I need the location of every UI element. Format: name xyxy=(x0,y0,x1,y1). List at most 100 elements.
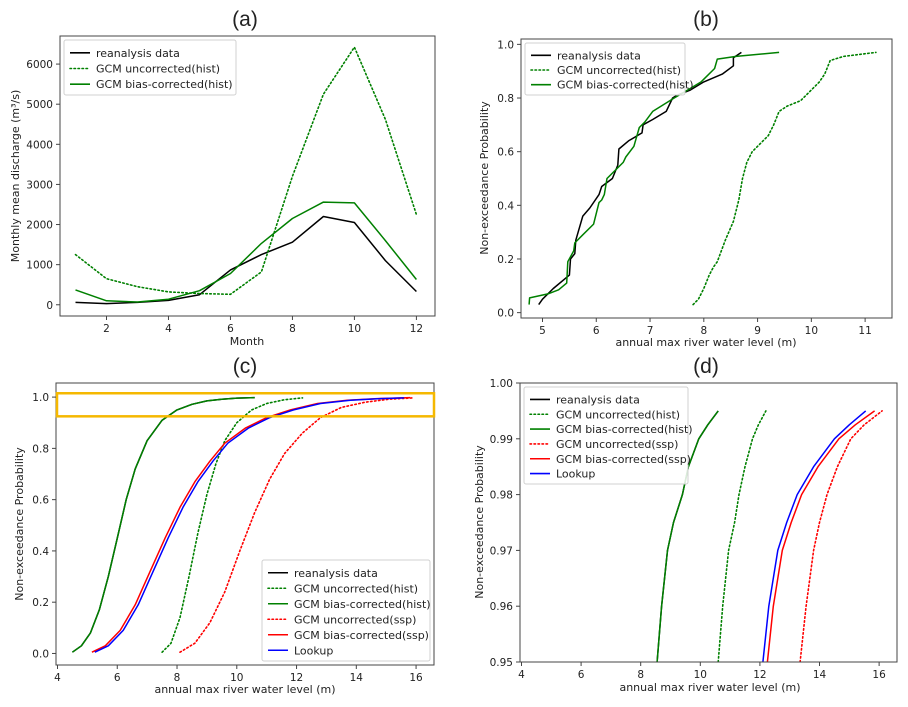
panel-a-axes-frame xyxy=(59,35,436,317)
panel-d-series-lookup xyxy=(762,410,867,662)
panel-a-legend-label: reanalysis data xyxy=(96,47,180,60)
panel-d-title: (d) xyxy=(693,355,719,378)
panel-d-xtick-label: 4 xyxy=(518,669,525,681)
panel-b-ytick-label: 0.6 xyxy=(497,147,514,159)
panel-d-ytick-label: 0.99 xyxy=(490,434,513,446)
panel-a-series-gcm-bias-corrected-hist xyxy=(75,201,417,303)
panel-d: (d) 4 6 8 10 12 14 160.950.960.970.980.991.00 … xyxy=(473,355,898,694)
panel-c-xtick-label: 6 xyxy=(114,672,121,684)
panel-d-xtick-label: 6 xyxy=(578,669,585,681)
panel-d-ytick-label: 1.00 xyxy=(490,378,513,390)
panel-c-legend-box xyxy=(261,559,431,662)
panel-d-legend-label: GCM uncorrected(ssp) xyxy=(556,438,678,451)
panel-b-ytick-label: 0.0 xyxy=(497,308,514,320)
panel-b-axes-frame xyxy=(520,38,893,319)
panel-c-ytick-label: 0.0 xyxy=(32,648,49,660)
panel-b-ytick-label: 1.0 xyxy=(497,39,514,51)
panel-c-ytick-label: 0.8 xyxy=(32,443,49,455)
panel-a-xlabel: Month xyxy=(230,335,265,348)
panel-d-series-gcm-bias-corrected-hist xyxy=(656,410,719,662)
panel-b-xtick-label: 7 xyxy=(647,325,654,337)
panel-a-xtick-label: 8 xyxy=(289,323,296,335)
panel-a-series-gcm-uncorrected-hist xyxy=(74,46,418,296)
panel-b-ytick-label: 0.4 xyxy=(497,200,514,212)
panel-d-ytick-label: 0.97 xyxy=(490,545,513,557)
panel-c-xtick-label: 8 xyxy=(174,672,181,684)
panel-b-series-gcm-uncorrected-hist xyxy=(692,51,877,306)
panel-a-ytick-label: 1000 xyxy=(26,260,53,272)
panel-c-xtick-label: 10 xyxy=(230,672,243,684)
panel-a-title: (a) xyxy=(232,8,258,31)
panel-c-ytick-label: 0.6 xyxy=(32,495,49,507)
panel-c-xtick-label: 12 xyxy=(290,672,303,684)
panel-d-series-gcm-uncorrected-ssp xyxy=(799,410,883,662)
panel-d-axes-frame xyxy=(519,382,898,663)
panel-a-ytick-label: 3000 xyxy=(26,179,53,191)
panel-a-xtick-label: 4 xyxy=(165,323,172,335)
panel-c-series-gcm-uncorrected-hist xyxy=(161,397,304,653)
panel-c-legend-label: Lookup xyxy=(294,644,333,657)
panel-c-legend-label: GCM bias-corrected(hist) xyxy=(294,598,431,611)
panel-b-ylabel: Non-exceedance Probability xyxy=(478,101,491,255)
panel-d-xtick-label: 12 xyxy=(753,669,766,681)
panel-d-legend-box xyxy=(523,386,689,485)
panel-c-xtick-label: 4 xyxy=(54,672,61,684)
panel-b-series-reanalysis-data xyxy=(538,51,742,306)
panel-d-legend-label: reanalysis data xyxy=(556,393,640,406)
panel-d-xtick-label: 10 xyxy=(694,669,707,681)
panel-c-legend-label: GCM uncorrected(hist) xyxy=(294,582,418,595)
panel-b-ytick-label: 0.8 xyxy=(497,93,514,105)
panel-c-xlabel: annual max river water level (m) xyxy=(154,683,335,696)
panel-a-ytick-label: 5000 xyxy=(26,99,53,111)
panel-c-ylabel: Non-exceedance Probability xyxy=(13,447,26,601)
panel-b-xlabel: annual max river water level (m) xyxy=(615,336,796,349)
panel-d-ytick-label: 0.95 xyxy=(490,657,513,669)
panel-c-legend: reanalysis data GCM uncorrected(hist) GCM … xyxy=(261,559,431,662)
panel-a-xtick-label: 6 xyxy=(227,323,234,335)
panel-b-legend-box xyxy=(524,42,686,96)
panel-d-xtick-label: 8 xyxy=(637,669,644,681)
panel-b-xtick-label: 11 xyxy=(858,325,871,337)
panel-c-series-gcm-bias-corrected-hist xyxy=(71,396,255,653)
panel-a-ytick-label: 2000 xyxy=(26,220,53,232)
panel-a-ytick-label: 4000 xyxy=(26,139,53,151)
panel-d-legend-label: Lookup xyxy=(556,468,595,481)
panel-c-series-lookup xyxy=(94,397,405,653)
panel-a-xtick-label: 10 xyxy=(348,323,361,335)
panel-b-xtick-label: 9 xyxy=(754,325,761,337)
panel-d-ytick-label: 0.96 xyxy=(490,601,514,613)
panel-d-legend-label: GCM uncorrected(hist) xyxy=(556,408,680,421)
panel-d-xlabel: annual max river water level (m) xyxy=(619,681,800,694)
panel-b-legend-label: reanalysis data xyxy=(557,49,641,62)
panel-a: (a) 2 4 6 8 10 12 0 1000 2000 3000 4000 5000 6000 Mo… xyxy=(9,8,436,348)
panel-a-legend-box xyxy=(63,39,237,96)
panel-d-xtick-label: 14 xyxy=(813,669,827,681)
panel-a-xtick-label: 2 xyxy=(103,323,110,335)
panel-b-series-gcm-bias-corrected-hist xyxy=(528,51,780,305)
panel-c-ytick-label: 1.0 xyxy=(32,392,49,404)
panel-b-xtick-label: 8 xyxy=(700,325,707,337)
panel-d-ytick-label: 0.98 xyxy=(490,490,513,502)
panel-b-xtick-label: 6 xyxy=(593,325,600,337)
panel-a-legend: reanalysis data GCM uncorrected(hist) GCM … xyxy=(63,39,237,96)
panel-c-axes-frame xyxy=(55,382,435,666)
panel-b-legend-label: GCM bias-corrected(hist) xyxy=(557,79,694,92)
panel-b-xtick-label: 10 xyxy=(805,325,818,337)
panel-c-ytick-label: 0.2 xyxy=(32,597,49,609)
panel-c-legend-label: GCM bias-corrected(ssp) xyxy=(294,629,429,642)
panel-d-legend-label: GCM bias-corrected(hist) xyxy=(556,423,693,436)
panel-a-legend-label: GCM bias-corrected(hist) xyxy=(96,78,233,91)
panel-d-ylabel: Non-exceedance Probability xyxy=(473,445,486,599)
panel-a-ytick-label: 6000 xyxy=(26,59,53,71)
panel-c-title: (c) xyxy=(233,355,258,378)
panel-c-legend-label: GCM uncorrected(ssp) xyxy=(294,613,416,626)
panel-d-series-gcm-bias-corrected-ssp xyxy=(766,410,876,662)
panel-c: (c) 4 6 8 10 12 14 16 0.0 0.2 0.4 0.6 0.8 1.0 annual… xyxy=(13,355,436,696)
panel-c-legend-label: reanalysis data xyxy=(294,567,378,580)
panel-b-title: (b) xyxy=(693,8,719,31)
panel-b-ytick-label: 0.2 xyxy=(497,254,514,266)
panel-d-xtick-label: 16 xyxy=(872,669,886,681)
panel-a-series-reanalysis-data xyxy=(75,215,417,305)
panel-b-legend: reanalysis data GCM uncorrected(hist) GCM … xyxy=(524,42,694,96)
